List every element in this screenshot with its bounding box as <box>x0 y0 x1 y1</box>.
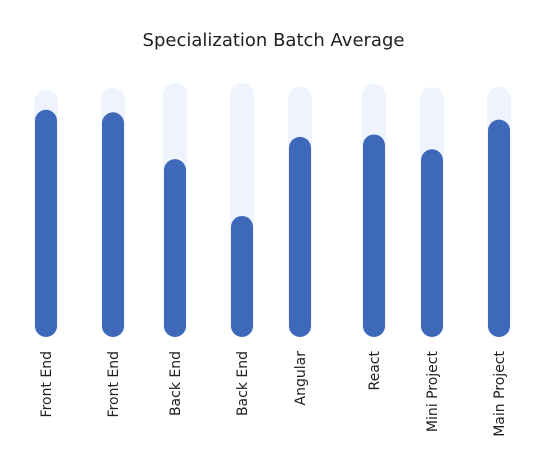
bar[interactable] <box>164 159 186 337</box>
category-label: Angular <box>293 351 309 406</box>
chart-title: Specialization Batch Average <box>142 30 405 51</box>
category-label: Back End <box>168 351 184 416</box>
bar[interactable] <box>488 119 510 337</box>
category-label: Main Project <box>492 351 508 437</box>
bar[interactable] <box>421 149 443 337</box>
category-label: Back End <box>235 351 251 416</box>
bar[interactable] <box>363 134 385 337</box>
bar[interactable] <box>35 109 57 337</box>
bar[interactable] <box>289 136 311 337</box>
category-label: Front End <box>106 351 122 417</box>
bars <box>35 109 510 337</box>
bar[interactable] <box>231 215 253 337</box>
category-labels: Front End Front End Back End Back End Angula… <box>39 350 508 436</box>
category-label: React <box>367 350 383 390</box>
category-label: Front End <box>39 351 55 417</box>
bar[interactable] <box>102 112 124 337</box>
category-label: Mini Project <box>425 351 441 433</box>
